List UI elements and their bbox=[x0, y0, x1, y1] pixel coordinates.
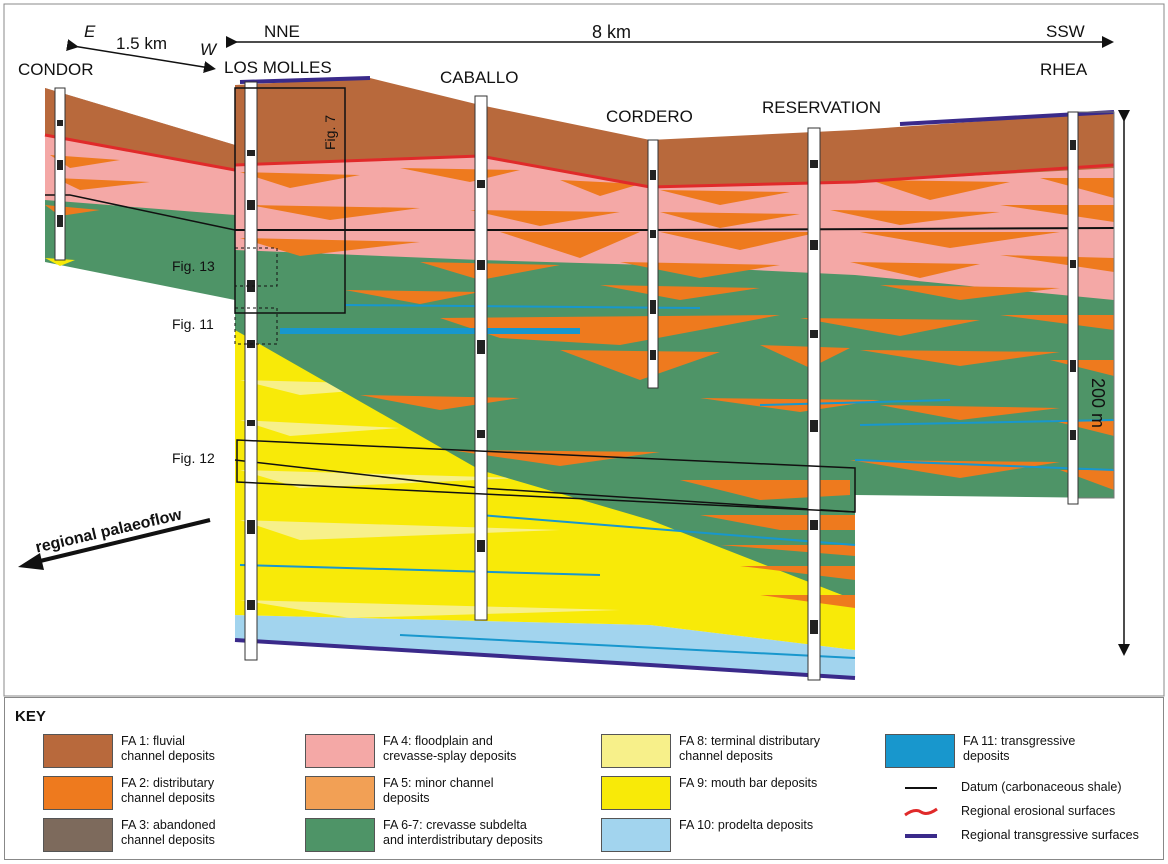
fig13-label: Fig. 13 bbox=[172, 258, 215, 274]
legend-title: KEY bbox=[15, 708, 46, 725]
log-caballo bbox=[474, 95, 488, 621]
legend-box: KEY FA 1: fluvial channel deposits FA 2:… bbox=[4, 697, 1164, 860]
legend-item-erosional: Regional erosional surfaces bbox=[885, 804, 1115, 819]
legend-item-fa6-7: FA 6-7: crevasse subdelta and interdistr… bbox=[305, 818, 543, 852]
transgressive-line-icon bbox=[901, 830, 941, 842]
legend-label: FA 2: distributary channel deposits bbox=[121, 776, 215, 805]
log-los-molles bbox=[244, 81, 258, 661]
orientation-e: E bbox=[84, 22, 96, 41]
legend-swatch bbox=[43, 818, 113, 852]
legend-swatch bbox=[43, 776, 113, 810]
log-rhea bbox=[1067, 111, 1079, 505]
fig7-box bbox=[234, 87, 346, 314]
legend-swatch bbox=[305, 734, 375, 768]
legend-label: Datum (carbonaceous shale) bbox=[961, 780, 1122, 794]
fig13-box bbox=[234, 247, 278, 287]
transgressive-surface-base bbox=[234, 638, 856, 680]
distance-small-label: 1.5 km bbox=[116, 34, 168, 53]
well-label-condor: CONDOR bbox=[18, 60, 94, 79]
legend-swatch bbox=[305, 776, 375, 810]
vertical-scale-label: 200 m bbox=[1088, 378, 1108, 429]
well-logs bbox=[54, 81, 1079, 681]
log-cordero bbox=[647, 139, 659, 389]
legend-swatch bbox=[601, 818, 671, 852]
legend-swatch bbox=[305, 818, 375, 852]
distance-large-label: 8 km bbox=[592, 22, 632, 42]
distance-arrow-1-5km bbox=[66, 39, 216, 73]
legend-label: FA 10: prodelta deposits bbox=[679, 818, 814, 832]
orientation-ssw: SSW bbox=[1046, 22, 1085, 41]
well-label-rhea: RHEA bbox=[1040, 60, 1088, 79]
legend-item-fa1: FA 1: fluvial channel deposits bbox=[43, 734, 215, 768]
datum-line-icon bbox=[901, 782, 941, 794]
legend-item-fa3: FA 3: abandoned channel deposits bbox=[43, 818, 216, 852]
legend-item-fa2: FA 2: distributary channel deposits bbox=[43, 776, 215, 810]
fig12-box bbox=[236, 439, 856, 513]
well-label-reservation: RESERVATION bbox=[762, 98, 882, 117]
legend-label: Regional erosional surfaces bbox=[961, 804, 1116, 818]
main-panel bbox=[235, 78, 1114, 678]
legend-swatch bbox=[601, 734, 671, 768]
figure-frame bbox=[3, 3, 1165, 697]
legend-item-transgressive: Regional transgressive surfaces bbox=[885, 828, 1139, 843]
palaeoflow-arrow bbox=[35, 518, 211, 564]
legend-item-fa4: FA 4: floodplain and crevasse-splay depo… bbox=[305, 734, 516, 768]
legend-item-datum: Datum (carbonaceous shale) bbox=[885, 780, 1122, 795]
condor-panel bbox=[44, 88, 236, 300]
legend-label: Regional transgressive surfaces bbox=[961, 828, 1139, 842]
legend-swatch bbox=[601, 776, 671, 810]
fig11-box bbox=[234, 307, 278, 345]
palaeoflow-arrowhead bbox=[18, 553, 44, 570]
cross-section-svg bbox=[3, 3, 1165, 697]
legend-label: FA 6-7: crevasse subdelta and interdistr… bbox=[383, 818, 543, 847]
fig12-label: Fig. 12 bbox=[172, 450, 215, 466]
orientation-nne: NNE bbox=[264, 22, 300, 41]
legend-label: FA 5: minor channel deposits bbox=[383, 776, 494, 805]
legend-swatch bbox=[885, 734, 955, 768]
legend-item-fa11: FA 11: transgressive deposits bbox=[885, 734, 1075, 768]
transgressive-surface-top bbox=[239, 76, 371, 84]
erosional-line-icon bbox=[901, 806, 941, 818]
distributary-channel-lenses bbox=[240, 168, 1114, 608]
orientation-w: W bbox=[200, 40, 217, 59]
well-label-los-molles: LOS MOLLES bbox=[224, 58, 332, 77]
well-label-cordero: CORDERO bbox=[606, 107, 693, 126]
legend-label: FA 8: terminal distributary channel depo… bbox=[679, 734, 821, 763]
legend-label: FA 9: mouth bar deposits bbox=[679, 776, 818, 790]
legend-label: FA 3: abandoned channel deposits bbox=[121, 818, 216, 847]
log-condor bbox=[54, 87, 66, 261]
well-label-caballo: CABALLO bbox=[440, 68, 519, 87]
log-reservation bbox=[807, 127, 821, 681]
legend-label: FA 11: transgressive deposits bbox=[963, 734, 1076, 763]
legend-item-fa8: FA 8: terminal distributary channel depo… bbox=[601, 734, 820, 768]
legend-swatch bbox=[43, 734, 113, 768]
legend-item-fa10: FA 10: prodelta deposits bbox=[601, 818, 813, 852]
legend-label: FA 1: fluvial channel deposits bbox=[121, 734, 215, 763]
legend-item-fa9: FA 9: mouth bar deposits bbox=[601, 776, 817, 810]
legend-item-fa5: FA 5: minor channel deposits bbox=[305, 776, 493, 810]
legend-label: FA 4: floodplain and crevasse-splay depo… bbox=[383, 734, 517, 763]
fig7-label: Fig. 7 bbox=[322, 114, 338, 150]
fig11-label: Fig. 11 bbox=[172, 316, 214, 332]
